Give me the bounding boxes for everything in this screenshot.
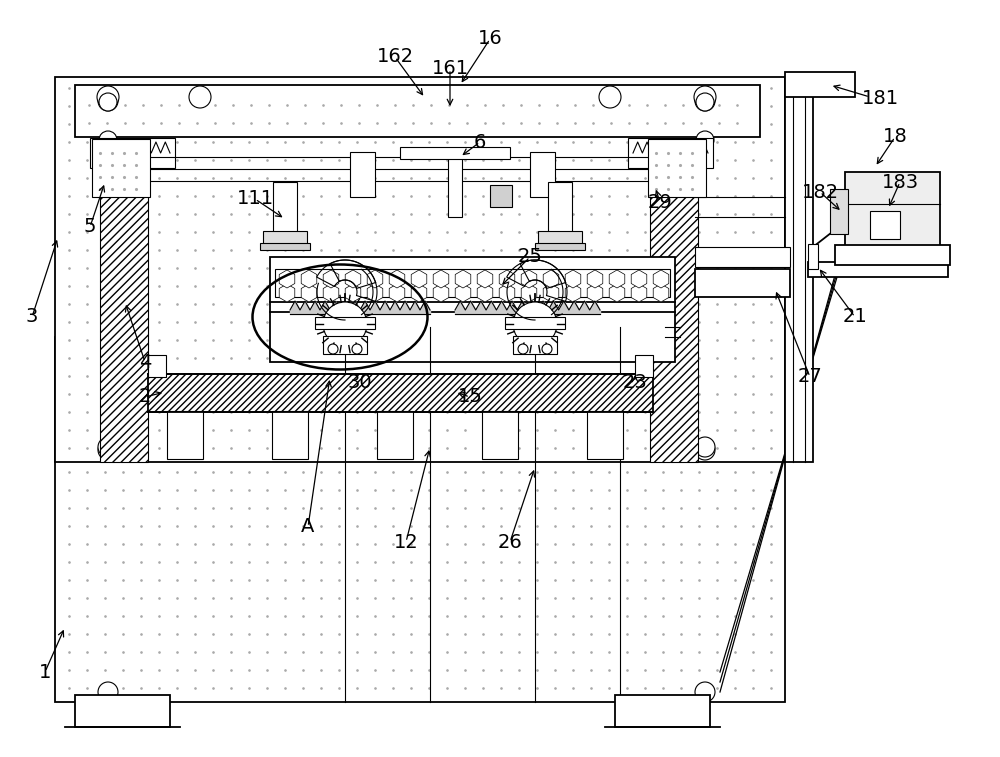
Circle shape (695, 682, 715, 702)
Text: 2: 2 (139, 388, 151, 407)
Text: 16: 16 (478, 30, 502, 48)
Circle shape (695, 440, 715, 460)
Text: 1: 1 (39, 662, 51, 681)
Circle shape (695, 437, 715, 457)
Bar (260, 243, 310, 250)
Bar (323, 336, 367, 354)
Text: 3: 3 (26, 307, 38, 326)
Bar (835, 245, 950, 265)
Circle shape (328, 344, 338, 354)
Bar (448, 152, 462, 217)
Text: 23: 23 (623, 372, 647, 391)
Text: 5: 5 (84, 217, 96, 236)
Text: 25: 25 (518, 248, 542, 266)
Bar (628, 138, 713, 168)
Bar (100, 142, 148, 462)
Circle shape (99, 131, 117, 149)
Circle shape (695, 91, 715, 111)
Bar (695, 247, 790, 267)
Text: 181: 181 (861, 89, 899, 108)
Bar (55, 77, 785, 462)
Circle shape (323, 302, 367, 346)
Circle shape (696, 131, 714, 149)
Circle shape (599, 86, 621, 108)
Bar (587, 411, 623, 459)
Circle shape (542, 344, 552, 354)
Text: 21: 21 (843, 307, 867, 326)
Bar (845, 172, 940, 247)
Text: 4: 4 (139, 353, 151, 372)
Text: 182: 182 (801, 182, 839, 201)
Bar (55, 337, 785, 702)
Bar (148, 374, 653, 412)
Text: 26: 26 (498, 532, 522, 552)
Bar (482, 411, 518, 459)
Bar (615, 695, 710, 727)
Text: 15: 15 (458, 388, 482, 407)
Bar (648, 139, 706, 197)
Bar (830, 189, 848, 234)
Bar (505, 317, 565, 329)
Bar (808, 262, 948, 277)
Bar (548, 182, 572, 232)
Circle shape (513, 302, 557, 346)
Bar (535, 243, 585, 250)
Text: 183: 183 (881, 173, 919, 192)
Bar (513, 336, 557, 354)
Text: 161: 161 (431, 60, 469, 79)
Circle shape (97, 86, 119, 108)
Bar (263, 231, 307, 245)
Bar (490, 185, 512, 207)
Bar (808, 244, 818, 269)
Bar (538, 231, 582, 245)
Circle shape (189, 86, 211, 108)
Circle shape (518, 344, 528, 354)
Circle shape (98, 440, 118, 460)
Text: A: A (301, 518, 315, 537)
Text: 18: 18 (883, 127, 907, 147)
Bar (650, 142, 698, 462)
Bar (785, 72, 855, 97)
Bar (148, 355, 166, 377)
Bar (400, 147, 510, 159)
Circle shape (694, 86, 716, 108)
Bar (275, 269, 670, 297)
Bar (315, 317, 375, 329)
Circle shape (99, 93, 117, 111)
Bar (695, 269, 790, 297)
Bar (167, 411, 203, 459)
Circle shape (98, 682, 118, 702)
Circle shape (696, 93, 714, 111)
Bar (530, 152, 555, 197)
Text: 29: 29 (648, 192, 672, 211)
Text: 27: 27 (798, 367, 822, 387)
Bar (350, 152, 375, 197)
Text: 6: 6 (474, 132, 486, 151)
Bar (870, 211, 900, 239)
Bar (273, 182, 297, 232)
Text: 111: 111 (236, 189, 274, 208)
Text: 30: 30 (348, 372, 372, 391)
Bar (75, 695, 170, 727)
Circle shape (98, 91, 118, 111)
Bar (635, 355, 653, 377)
Circle shape (98, 437, 118, 457)
Bar (90, 138, 175, 168)
Circle shape (352, 344, 362, 354)
Bar (272, 411, 308, 459)
Bar (92, 139, 150, 197)
Bar (785, 77, 813, 462)
Bar (270, 257, 675, 362)
Bar (377, 411, 413, 459)
Text: 12: 12 (394, 532, 418, 552)
Text: 162: 162 (376, 48, 414, 67)
Bar (75, 85, 760, 137)
